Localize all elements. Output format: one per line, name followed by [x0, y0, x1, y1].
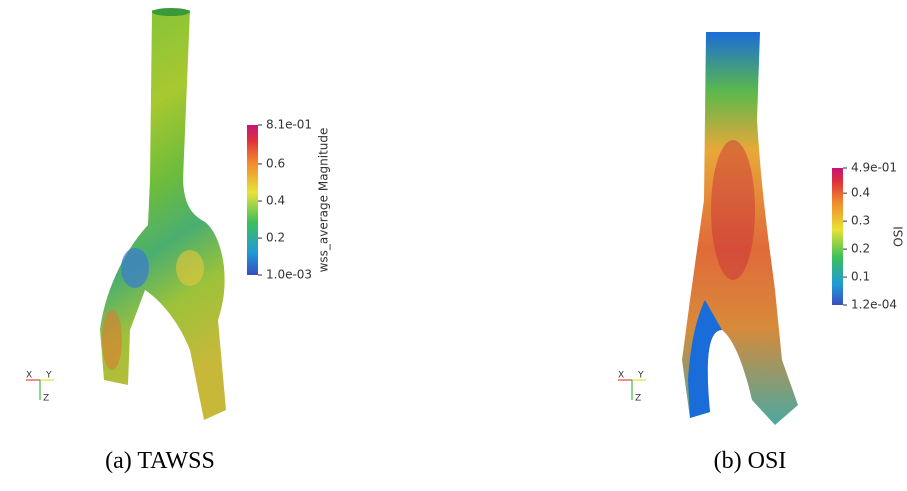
colorbar-tick-label: 0.6: [266, 156, 285, 170]
caption: (b) OSI: [714, 448, 787, 474]
colorbar-tick-label: 1.0e-03: [266, 268, 312, 282]
colorbar-tick-label: 0.4: [851, 186, 870, 200]
axis-label: X: [618, 371, 624, 381]
colorbar-tick-label: 8.1e-01: [266, 118, 312, 132]
colorbar-tick-label: 0.3: [851, 214, 870, 228]
colorbar-title: wss_average Magnitude: [317, 128, 331, 273]
colorbar-title: OSI: [892, 226, 906, 247]
vessel-render: [100, 8, 226, 420]
figure: (a) TAWSS (b) OSI 8.1e-01 0.6 0.4 0.2 1.0e-0…: [0, 0, 907, 491]
axis-label: Z: [43, 394, 49, 404]
colorbar: [247, 125, 258, 275]
colorbar-tick-label: 4.9e-01: [851, 161, 897, 175]
axis-label: X: [26, 371, 32, 381]
axis-label: Z: [635, 394, 641, 404]
vessel-render: [682, 32, 798, 425]
colorbar-tick-label: 0.4: [266, 194, 285, 208]
axis-label: Y: [45, 371, 52, 381]
axis-label: Y: [637, 371, 644, 381]
colorbar: [832, 168, 843, 305]
colorbar-tick-label: 0.1: [851, 270, 870, 284]
caption: (a) TAWSS: [105, 448, 215, 474]
colorbar-tick-label: 0.2: [266, 231, 285, 245]
colorbar-tick-label: 1.2e-04: [851, 298, 897, 312]
colorbar-tick-label: 0.2: [851, 242, 870, 256]
